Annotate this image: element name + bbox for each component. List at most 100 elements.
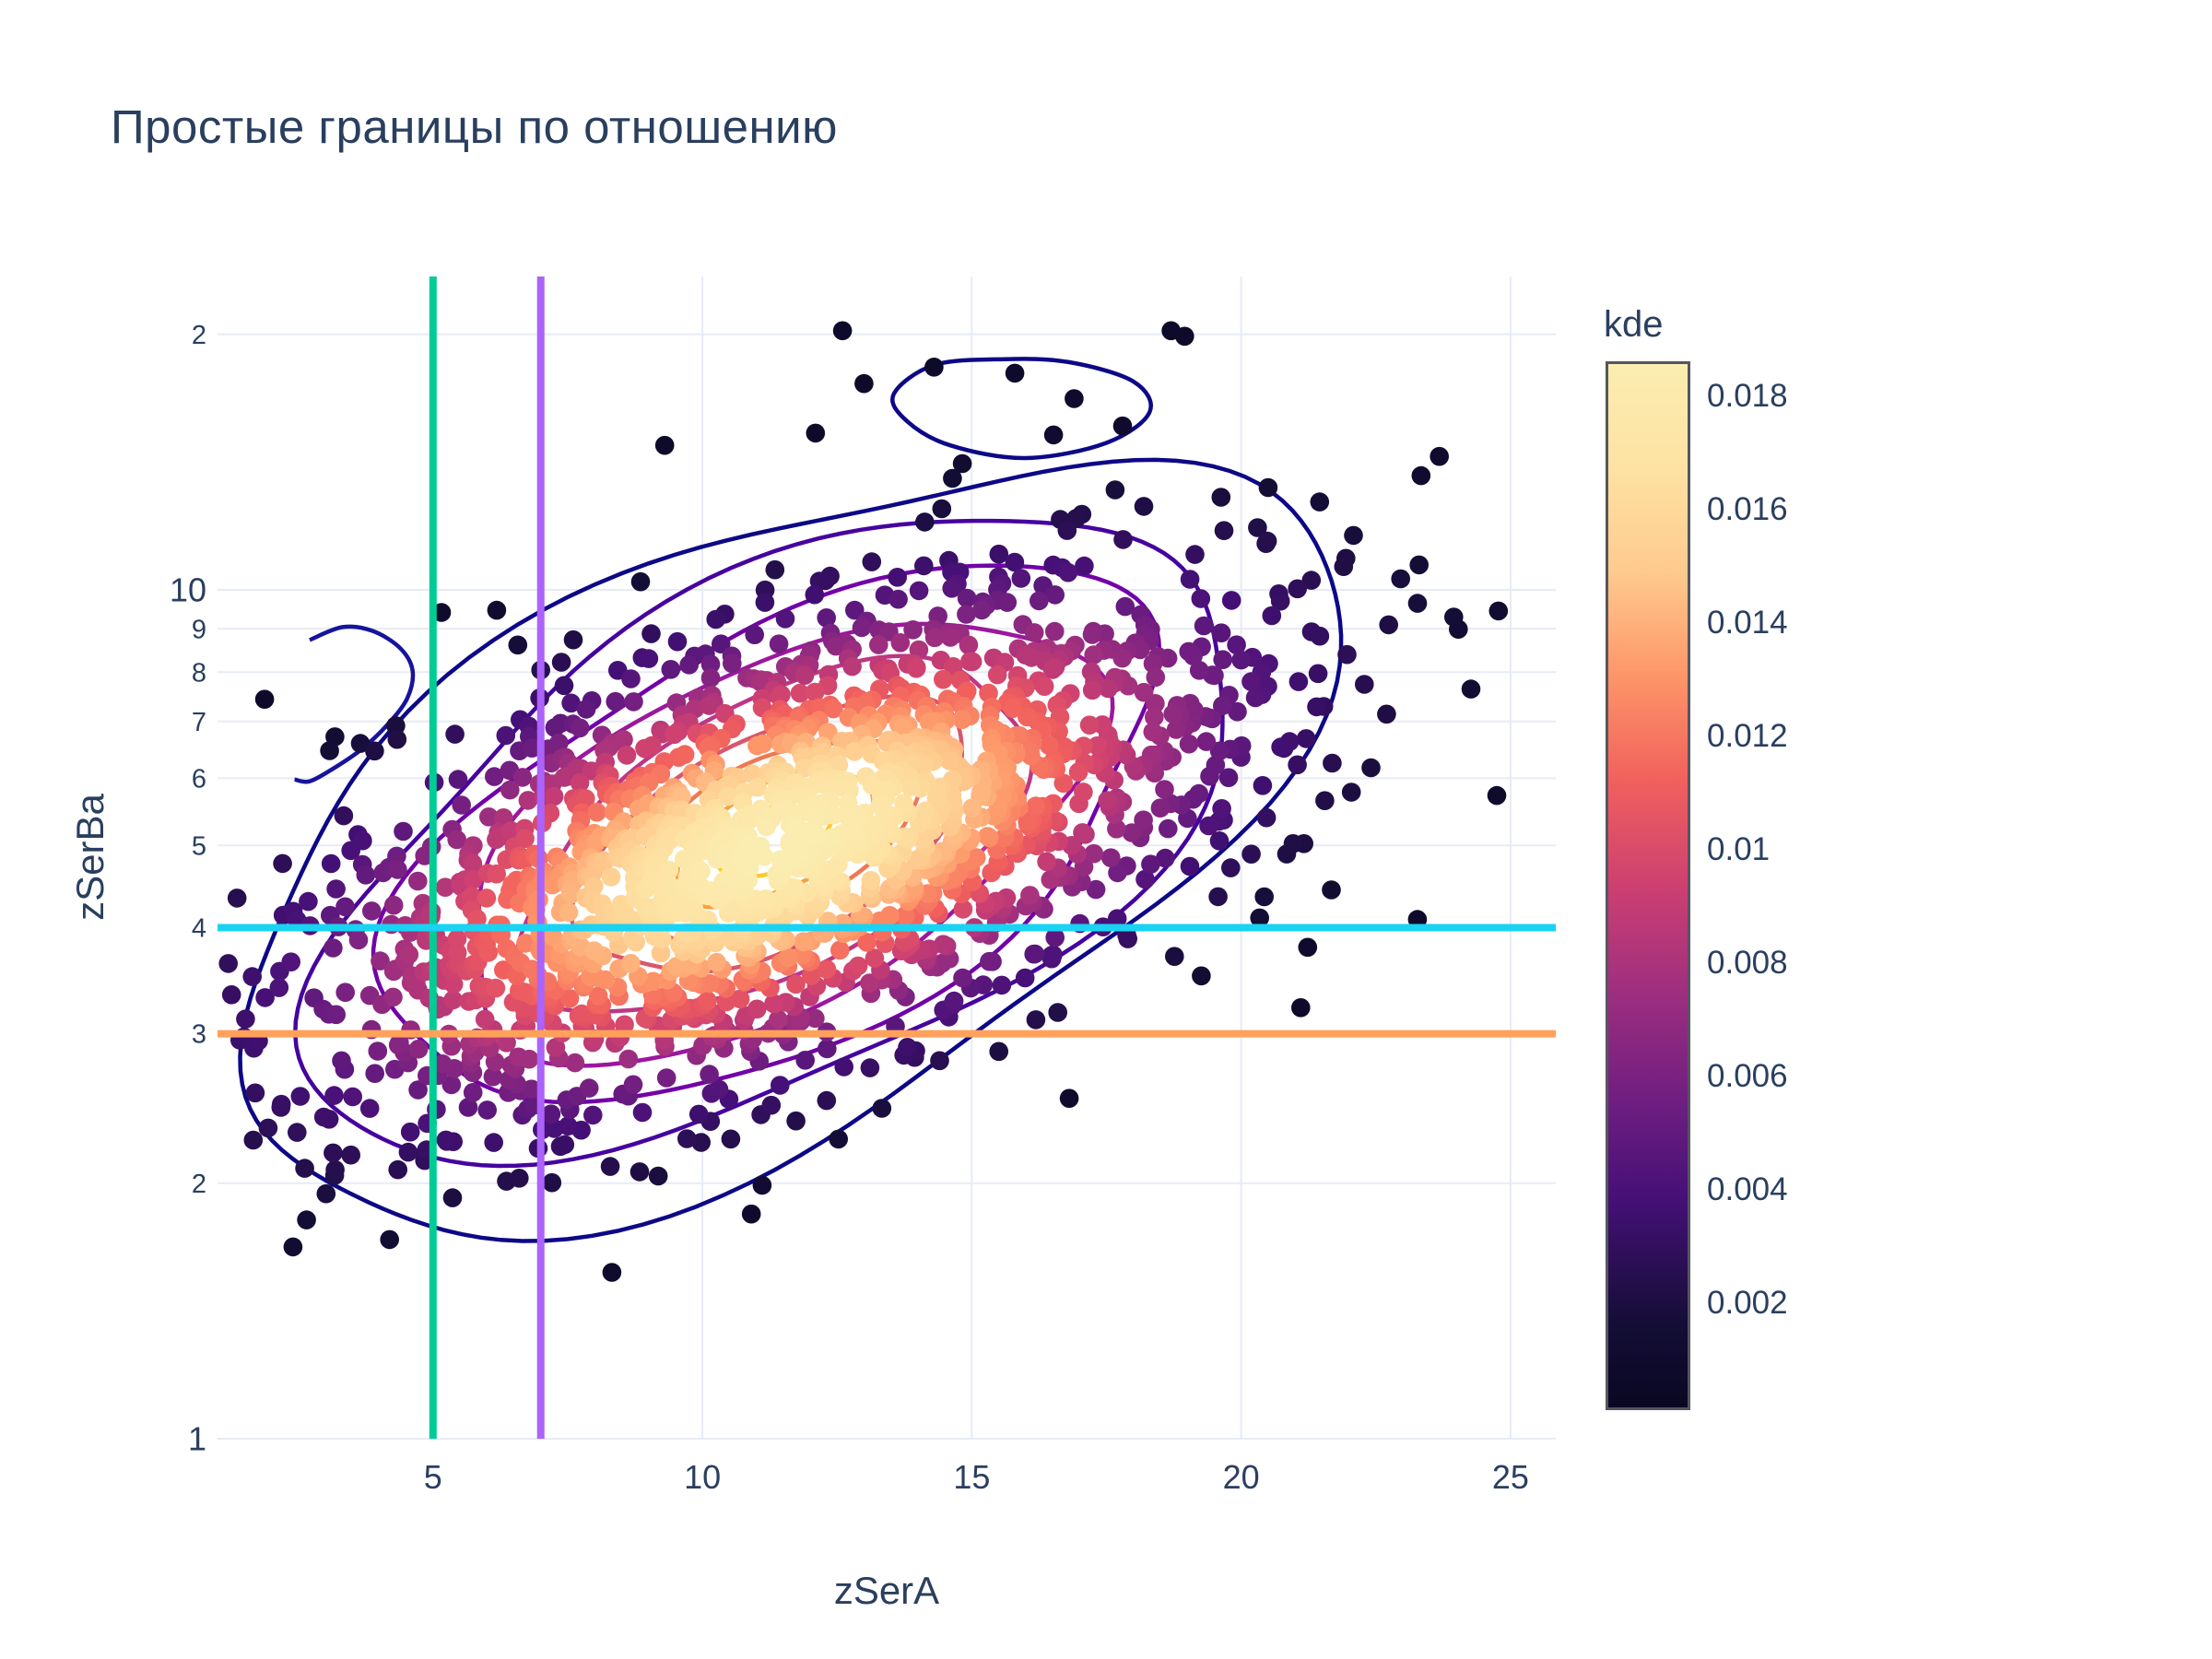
data-point[interactable] [614,730,633,749]
data-point[interactable] [510,1169,529,1188]
data-point[interactable] [651,943,671,963]
data-point[interactable] [1256,534,1276,553]
data-point[interactable] [587,802,606,822]
data-point[interactable] [1488,601,1509,621]
data-point[interactable] [1024,944,1043,964]
data-point[interactable] [1211,488,1231,507]
data-point[interactable] [972,600,992,620]
data-point[interactable] [895,906,915,925]
data-point[interactable] [1079,715,1100,735]
data-point[interactable] [624,692,643,712]
data-point[interactable] [914,556,934,576]
data-point[interactable] [656,1068,677,1088]
data-point[interactable] [952,710,972,729]
data-point[interactable] [1045,585,1065,605]
scatter-points[interactable] [218,321,1509,1282]
data-point[interactable] [325,1159,345,1180]
data-point[interactable] [1082,680,1102,700]
data-point[interactable] [386,716,406,735]
data-point[interactable] [324,1086,344,1105]
data-point[interactable] [1310,492,1330,512]
data-point[interactable] [324,1143,343,1163]
data-point[interactable] [1082,625,1102,644]
data-point[interactable] [909,581,929,601]
data-point[interactable] [1213,650,1232,669]
data-point[interactable] [1214,521,1234,540]
data-point[interactable] [1344,525,1363,546]
data-point[interactable] [447,929,467,948]
data-point[interactable] [930,1051,949,1071]
data-point[interactable] [780,834,799,853]
data-point[interactable] [618,1049,639,1069]
data-point[interactable] [903,620,923,640]
data-point[interactable] [1150,798,1171,818]
data-point[interactable] [757,817,776,837]
data-point[interactable] [765,559,785,580]
data-point[interactable] [621,669,641,688]
data-point[interactable] [365,741,384,761]
data-point[interactable] [1005,552,1025,572]
data-point[interactable] [387,729,407,749]
data-point[interactable] [383,895,404,915]
data-point[interactable] [600,1157,620,1176]
data-point[interactable] [542,1172,562,1193]
data-point[interactable] [672,787,691,806]
data-point[interactable] [721,1129,741,1149]
data-point[interactable] [512,768,533,787]
data-point[interactable] [1030,591,1049,611]
data-point[interactable] [1146,667,1166,688]
data-point[interactable] [400,1122,420,1142]
data-point[interactable] [957,605,976,624]
data-point[interactable] [615,1015,634,1035]
data-point[interactable] [522,1079,541,1099]
data-point[interactable] [478,943,499,962]
data-point[interactable] [852,618,872,638]
data-point[interactable] [496,725,516,746]
data-point[interactable] [1018,707,1037,727]
data-point[interactable] [1288,755,1307,775]
data-point[interactable] [388,1159,408,1180]
data-point[interactable] [924,628,945,648]
data-point[interactable] [218,954,238,973]
data-point[interactable] [848,956,868,976]
data-point[interactable] [1134,810,1153,830]
data-point[interactable] [915,512,935,532]
data-point[interactable] [842,656,862,677]
data-point[interactable] [1271,737,1290,757]
data-point[interactable] [1200,766,1219,786]
data-point[interactable] [497,1033,516,1053]
data-point[interactable] [570,718,590,738]
data-point[interactable] [706,609,725,629]
data-point[interactable] [602,1263,622,1282]
data-point[interactable] [571,1004,592,1024]
data-point[interactable] [273,853,292,874]
data-point[interactable] [1026,796,1046,816]
data-point[interactable] [829,1129,848,1149]
data-point[interactable] [518,791,538,810]
data-point[interactable] [707,952,726,972]
data-point[interactable] [1444,607,1464,627]
data-point[interactable] [563,629,583,650]
data-point[interactable] [764,994,783,1014]
data-point[interactable] [845,600,865,620]
data-point[interactable] [383,987,403,1007]
data-point[interactable] [741,1204,761,1224]
data-point[interactable] [368,1041,388,1061]
data-point[interactable] [1058,562,1078,582]
data-point[interactable] [675,745,695,764]
data-point[interactable] [448,770,468,789]
data-point[interactable] [778,947,798,968]
data-point[interactable] [335,982,356,1002]
data-point[interactable] [723,653,742,674]
data-point[interactable] [1179,641,1198,662]
data-point[interactable] [1209,741,1230,761]
data-point[interactable] [890,633,911,653]
data-point[interactable] [1045,927,1065,947]
data-point[interactable] [341,1145,361,1165]
data-point[interactable] [1165,947,1184,966]
data-point[interactable] [862,552,882,571]
data-point[interactable] [806,423,826,443]
data-point[interactable] [888,589,908,609]
data-point[interactable] [979,683,998,703]
data-point[interactable] [281,952,301,971]
